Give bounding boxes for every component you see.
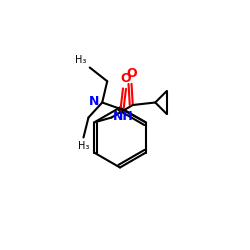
Text: N: N xyxy=(89,95,100,108)
Text: H₃: H₃ xyxy=(74,55,86,65)
Text: O: O xyxy=(121,72,131,85)
Text: NH: NH xyxy=(113,110,134,123)
Text: H₃: H₃ xyxy=(78,141,89,151)
Text: O: O xyxy=(126,67,137,80)
